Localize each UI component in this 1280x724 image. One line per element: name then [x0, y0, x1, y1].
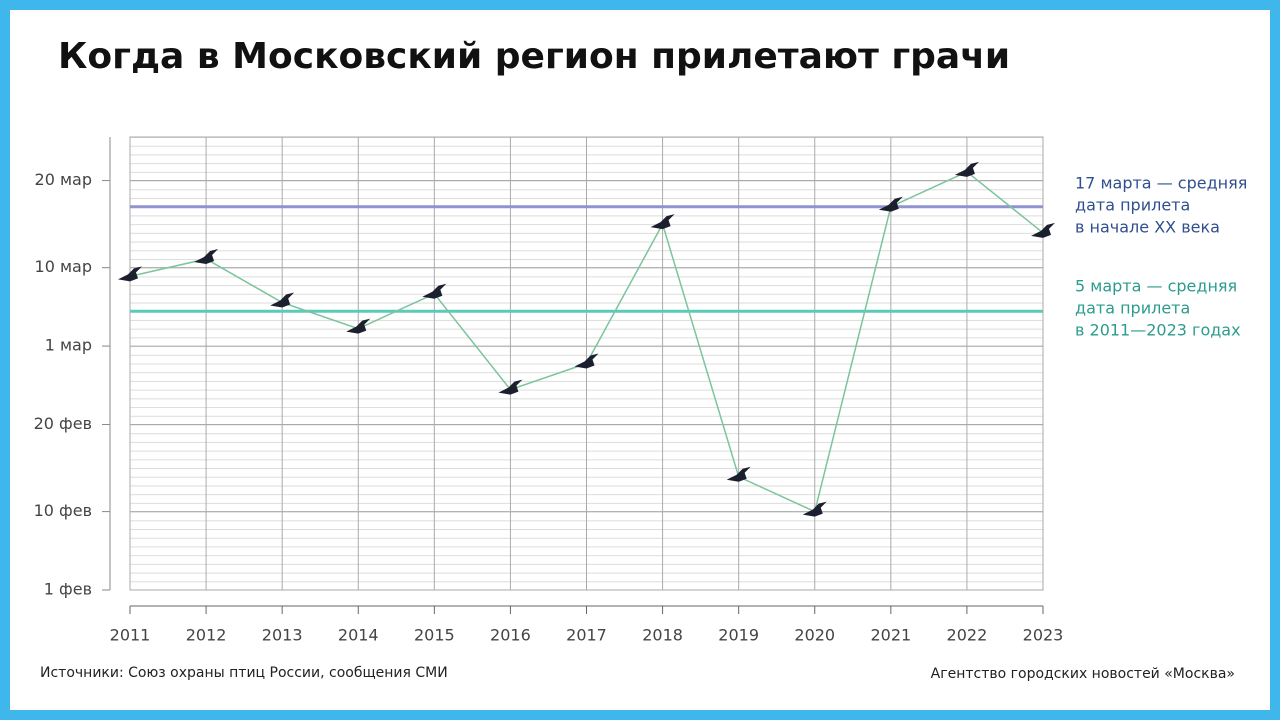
bird-marker [498, 379, 523, 395]
x-tick-label: 2011 [110, 626, 151, 645]
reference-label: в начале XX века [1075, 218, 1220, 237]
bird-marker [954, 161, 979, 177]
x-tick-label: 2019 [718, 626, 759, 645]
bird-marker [726, 466, 751, 482]
bird-marker [422, 283, 447, 299]
x-tick-label: 2012 [186, 626, 227, 645]
bird-marker [650, 214, 675, 230]
bird-marker [118, 266, 142, 282]
bird-marker [194, 248, 219, 264]
x-tick-label: 2021 [870, 626, 911, 645]
bird-marker [574, 353, 599, 369]
x-tick-label: 2013 [262, 626, 303, 645]
bird-marker [270, 292, 295, 308]
y-tick-label: 1 фев [44, 580, 92, 599]
bird-marker [1031, 222, 1055, 238]
x-tick-label: 2017 [566, 626, 607, 645]
reference-label: 17 марта — средняя [1075, 174, 1247, 193]
x-tick-label: 2018 [642, 626, 683, 645]
x-tick-label: 2016 [490, 626, 531, 645]
y-tick-label: 1 мар [45, 336, 92, 355]
reference-label: в 2011—2023 годах [1075, 321, 1241, 340]
y-tick-label: 10 фев [34, 501, 92, 520]
x-tick-label: 2014 [338, 626, 379, 645]
y-tick-label: 20 мар [35, 170, 92, 189]
x-tick-label: 2020 [794, 626, 835, 645]
y-tick-label: 20 фев [34, 414, 92, 433]
reference-label: дата прилета [1075, 299, 1190, 318]
credit: Агентство городских новостей «Москва» [931, 666, 1235, 682]
bird-marker [878, 196, 903, 212]
y-tick-label: 10 мар [35, 257, 92, 276]
bird-marker [802, 501, 827, 517]
x-tick-label: 2023 [1023, 626, 1064, 645]
x-tick-label: 2022 [947, 626, 988, 645]
reference-label: дата прилета [1075, 196, 1190, 215]
source: Источники: Союз охраны птиц России, сооб… [40, 665, 448, 681]
chart-title: Когда в Московский регион прилетают грач… [58, 36, 1010, 77]
bird-marker [346, 318, 371, 334]
x-tick-label: 2015 [414, 626, 455, 645]
plot-border [129, 136, 1044, 591]
reference-label: 5 марта — средняя [1075, 277, 1237, 296]
